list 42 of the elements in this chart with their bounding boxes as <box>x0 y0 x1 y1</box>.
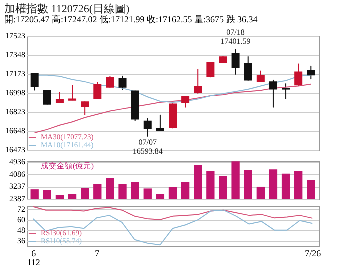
y-tick-label: 16648 <box>6 126 26 136</box>
x-tick-label: 7 <box>95 248 100 258</box>
candlestick <box>106 76 114 88</box>
line-series <box>32 206 314 220</box>
candlestick <box>244 56 252 82</box>
y-tick-label: 17348 <box>6 50 26 60</box>
y-tick-label: 60 <box>18 215 26 224</box>
candlestick <box>68 84 77 102</box>
candlestick <box>194 68 202 94</box>
candlestick <box>43 90 52 106</box>
y-tick-label: 36 <box>18 236 26 246</box>
x-tick-label: 7/26 <box>305 248 322 258</box>
chart-subtitle: 開:17205.47 高:17247.02 低:17121.99 收:17162.55 量:3675 跌 36.34 <box>4 14 258 25</box>
y-tick-label: 16823 <box>6 108 26 116</box>
y-tick-label: 17523 <box>6 32 26 40</box>
y-tick-label: 16998 <box>6 88 26 98</box>
y-tick-label: 3237 <box>10 182 26 192</box>
y-tick-label: 2387 <box>10 194 26 204</box>
y-tick-label: 16473 <box>6 146 26 154</box>
y-tick-label: 4086 <box>10 170 26 179</box>
annotation: 07/18 17401.59 <box>220 28 251 46</box>
y-tick-label: 4936 <box>10 158 26 167</box>
candlestick <box>282 83 290 100</box>
candlestick <box>156 114 164 132</box>
y-tick-label: 48 <box>18 226 26 235</box>
y-tick-label: 17173 <box>6 70 26 78</box>
candlestick <box>94 82 102 100</box>
candlestick <box>118 75 127 91</box>
candlestick <box>232 48 240 76</box>
annotation: 07/07 16593.84 <box>132 138 163 156</box>
candlestick <box>81 101 90 116</box>
candlestick <box>182 96 190 108</box>
y-tick-label: 72 <box>18 204 26 214</box>
line-series <box>32 210 314 246</box>
candlestick <box>307 65 316 80</box>
candlestick <box>269 79 278 108</box>
candlestick <box>169 103 177 130</box>
x-tick-label: 6 112 <box>27 248 40 268</box>
candlestick <box>144 118 152 138</box>
chart-title: 加權指數 1120726(日線圖) <box>4 2 130 16</box>
candlestick <box>294 63 303 87</box>
candlestick <box>30 72 39 92</box>
